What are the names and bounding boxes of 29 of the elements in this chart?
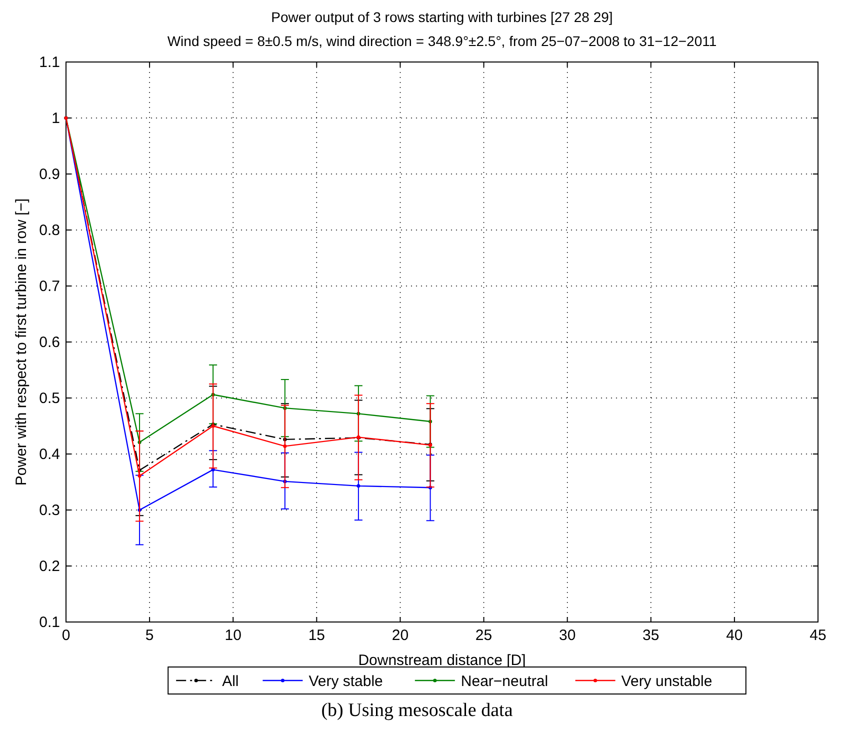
y-tick-label: 0.3 (39, 502, 60, 519)
y-tick-label: 0.2 (39, 558, 60, 575)
x-tick-label: 0 (62, 627, 70, 644)
x-tick-label: 25 (475, 627, 492, 644)
legend-label: Very unstable (621, 673, 712, 690)
y-tick-label: 1.1 (39, 54, 60, 71)
chart-title: Power output of 3 rows starting with turbines [27 28 29] (271, 9, 613, 25)
y-tick-label: 1 (52, 110, 60, 127)
y-tick-label: 0.8 (39, 222, 60, 239)
y-tick-label: 0.9 (39, 166, 60, 183)
legend-label: Very stable (308, 673, 383, 690)
x-tick-label: 40 (726, 627, 743, 644)
legend-label: Near−neutral (460, 673, 548, 690)
legend-label: All (222, 673, 239, 690)
x-tick-label: 15 (308, 627, 326, 644)
x-tick-label: 10 (224, 627, 242, 644)
x-tick-label: 35 (642, 627, 660, 644)
x-tick-label: 20 (392, 627, 409, 644)
chart-subtitle: Wind speed = 8±0.5 m/s, wind direction = 348.9°±2.5°, from 25−07−2008 to 31−12−2011 (167, 33, 717, 49)
x-tick-label: 45 (810, 627, 826, 644)
y-tick-label: 0.1 (39, 614, 60, 631)
y-tick-label: 0.7 (39, 278, 60, 295)
y-tick-label: 0.5 (39, 390, 60, 407)
y-tick-label: 0.6 (39, 334, 60, 351)
text: (b) Using mesoscale data (321, 700, 514, 721)
y-tick-label: 0.4 (39, 446, 60, 463)
x-tick-label: 30 (558, 627, 576, 644)
y-axis-title: Power with respect to first turbine in row [−] (13, 198, 30, 486)
x-tick-label: 5 (145, 627, 154, 644)
